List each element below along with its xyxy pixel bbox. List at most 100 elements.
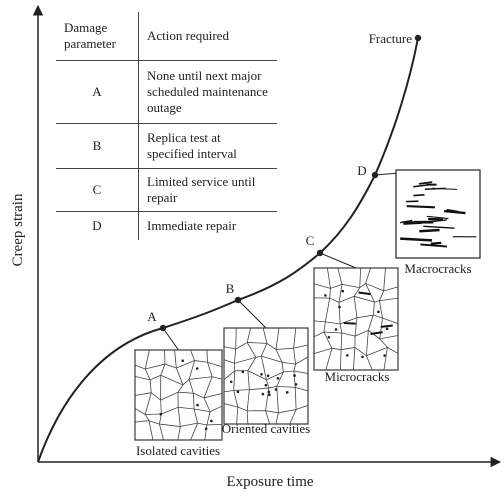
grain-boundary (323, 331, 342, 334)
cavity (268, 393, 271, 397)
damage-table: Damage parameter Action required A None u… (56, 12, 277, 240)
grain-boundary (144, 368, 151, 381)
grain-boundary (134, 364, 146, 370)
grain-boundary (206, 411, 211, 426)
macrocrack (413, 193, 425, 197)
grain-boundary (365, 283, 384, 292)
grain-boundary (339, 317, 358, 325)
table-cell: Replica test at specified interval (138, 123, 277, 169)
grain-boundary (189, 376, 213, 380)
grain-boundary (246, 389, 250, 411)
cavity (229, 380, 233, 384)
cavity (334, 328, 338, 331)
macrocrack (400, 219, 413, 224)
cavity (338, 305, 341, 309)
grain-boundary (247, 370, 267, 381)
grain-boundary (148, 420, 160, 425)
grain-boundary (293, 364, 296, 372)
grain-boundary (354, 330, 369, 337)
grain-boundary (266, 343, 277, 350)
grain-boundary (275, 327, 280, 350)
grain-boundary (325, 321, 341, 325)
cavity (195, 367, 199, 370)
leader-line (162, 327, 179, 351)
microcrack (380, 324, 393, 328)
y-axis-label: Creep strain (10, 193, 26, 266)
inset-frame (395, 169, 481, 259)
grain-boundary (265, 379, 270, 389)
grain-boundary (149, 379, 152, 393)
grain-boundary (295, 356, 309, 365)
grain-boundary (236, 407, 239, 425)
grain-boundary (212, 376, 223, 380)
grain-boundary (246, 410, 249, 425)
grain-boundary (313, 347, 333, 355)
grain-boundary (331, 347, 342, 351)
cavity (276, 377, 280, 380)
grain-boundary (338, 284, 343, 303)
inset-label: Macrocracks (404, 261, 471, 276)
grain-boundary (365, 355, 373, 371)
grain-boundary (313, 283, 331, 289)
grain-boundary (161, 406, 179, 415)
grain-boundary (366, 347, 388, 357)
cavity (266, 374, 270, 378)
grain-boundary (329, 288, 331, 299)
grain-boundary (193, 408, 211, 412)
leader-line (237, 299, 267, 329)
grain-boundary (327, 267, 331, 289)
grain-boundary (176, 360, 195, 369)
grain-boundary (164, 363, 177, 369)
grain-boundary (159, 423, 164, 441)
grain-boundary (197, 422, 207, 426)
grain-boundary (354, 317, 358, 337)
grain-boundary (223, 389, 234, 393)
macrocrack (419, 228, 440, 233)
grain-boundary (341, 283, 360, 289)
grain-boundary (188, 379, 194, 394)
table-row: A None until next major scheduled mainten… (56, 60, 277, 124)
grain-boundary (356, 314, 374, 319)
grain-boundary (313, 331, 325, 338)
table-cell: C (56, 168, 139, 212)
grain-boundary (206, 349, 208, 363)
table-cell: None until next major scheduled maintena… (138, 60, 277, 124)
grain-boundary (190, 423, 198, 441)
grain-boundary (265, 410, 271, 425)
cavity (383, 354, 386, 357)
grain-boundary (150, 392, 161, 401)
grain-boundary (353, 287, 361, 297)
grain-boundary (204, 424, 208, 441)
table-header: Damage parameter Action required (56, 12, 277, 61)
grain-boundary (278, 409, 297, 414)
grain-boundary (148, 420, 154, 441)
grain-boundary (268, 386, 277, 389)
grain-boundary (188, 360, 195, 380)
grain-boundary (233, 349, 237, 364)
grain-boundary (194, 360, 208, 363)
cavity (294, 383, 298, 386)
table-row: B Replica test at specified interval (56, 123, 277, 169)
leader-line (319, 252, 357, 269)
grain-boundary (295, 386, 309, 392)
grain-boundary (207, 362, 213, 377)
grain-boundary (233, 389, 250, 391)
grain-boundary (352, 347, 356, 371)
grain-boundary (190, 349, 195, 361)
grain-boundary (223, 370, 236, 381)
cavity (261, 392, 265, 396)
cavity (267, 390, 271, 394)
table-cell: Immediate repair (138, 211, 277, 240)
grain-boundary (379, 338, 388, 348)
grain-boundary (177, 391, 194, 394)
cavity (264, 383, 268, 387)
grain-boundary (178, 406, 195, 410)
grain-boundary (275, 349, 283, 363)
grain-boundary (233, 390, 239, 408)
grain-boundary (329, 297, 340, 303)
grain-boundary (354, 347, 367, 357)
grain-boundary (383, 347, 388, 371)
point-marker (414, 34, 422, 42)
grain-boundary (193, 392, 205, 399)
